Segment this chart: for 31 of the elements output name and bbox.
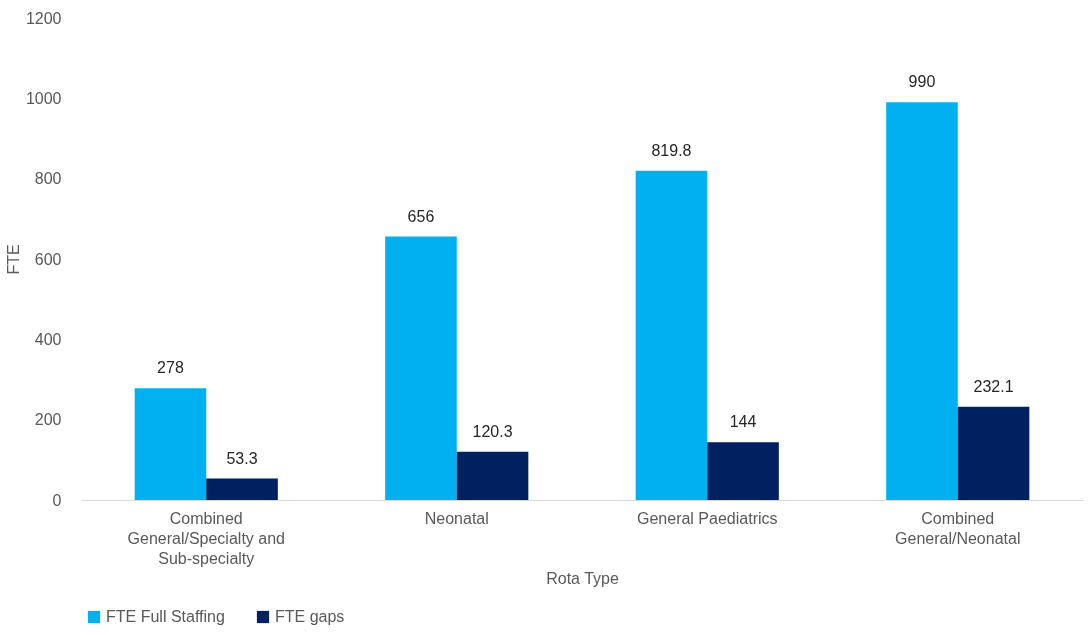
bar [134, 388, 207, 500]
y-tick-label: 800 [34, 170, 62, 188]
data-label: 278 [157, 359, 184, 377]
legend-label: FTE Full Staffing [106, 608, 225, 625]
x-tick-label: General Paediatrics [636, 509, 778, 527]
legend-label: FTE gaps [275, 608, 345, 625]
data-label: 232.1 [973, 377, 1014, 395]
y-tick-label: 1200 [25, 9, 62, 27]
bar [886, 102, 958, 500]
y-axis-title: FTE [4, 244, 22, 275]
y-tick-label: 600 [34, 250, 62, 268]
bar [635, 170, 708, 500]
data-label: 656 [407, 207, 435, 225]
bar [707, 442, 779, 500]
data-label: 120.3 [472, 422, 513, 440]
data-label: 819.8 [651, 141, 692, 159]
x-tick-label: Combined General/Neonatal [895, 509, 1021, 547]
y-tick-label: 1000 [25, 89, 62, 107]
x-axis-title: Rota Type [546, 569, 619, 587]
x-tick-label: Combined General/Specialty and Sub-specialty [127, 509, 285, 567]
data-label: 53.3 [226, 449, 258, 467]
y-tick-label: 400 [34, 330, 62, 348]
bar [206, 478, 278, 500]
data-label: 144 [729, 413, 757, 431]
bar [456, 451, 529, 500]
bar [385, 236, 457, 500]
bar [957, 406, 1030, 500]
data-label: 990 [908, 73, 936, 91]
x-tick-label: Neonatal [424, 509, 489, 527]
y-tick-label: 200 [34, 411, 62, 429]
y-tick-label: 0 [52, 491, 62, 509]
